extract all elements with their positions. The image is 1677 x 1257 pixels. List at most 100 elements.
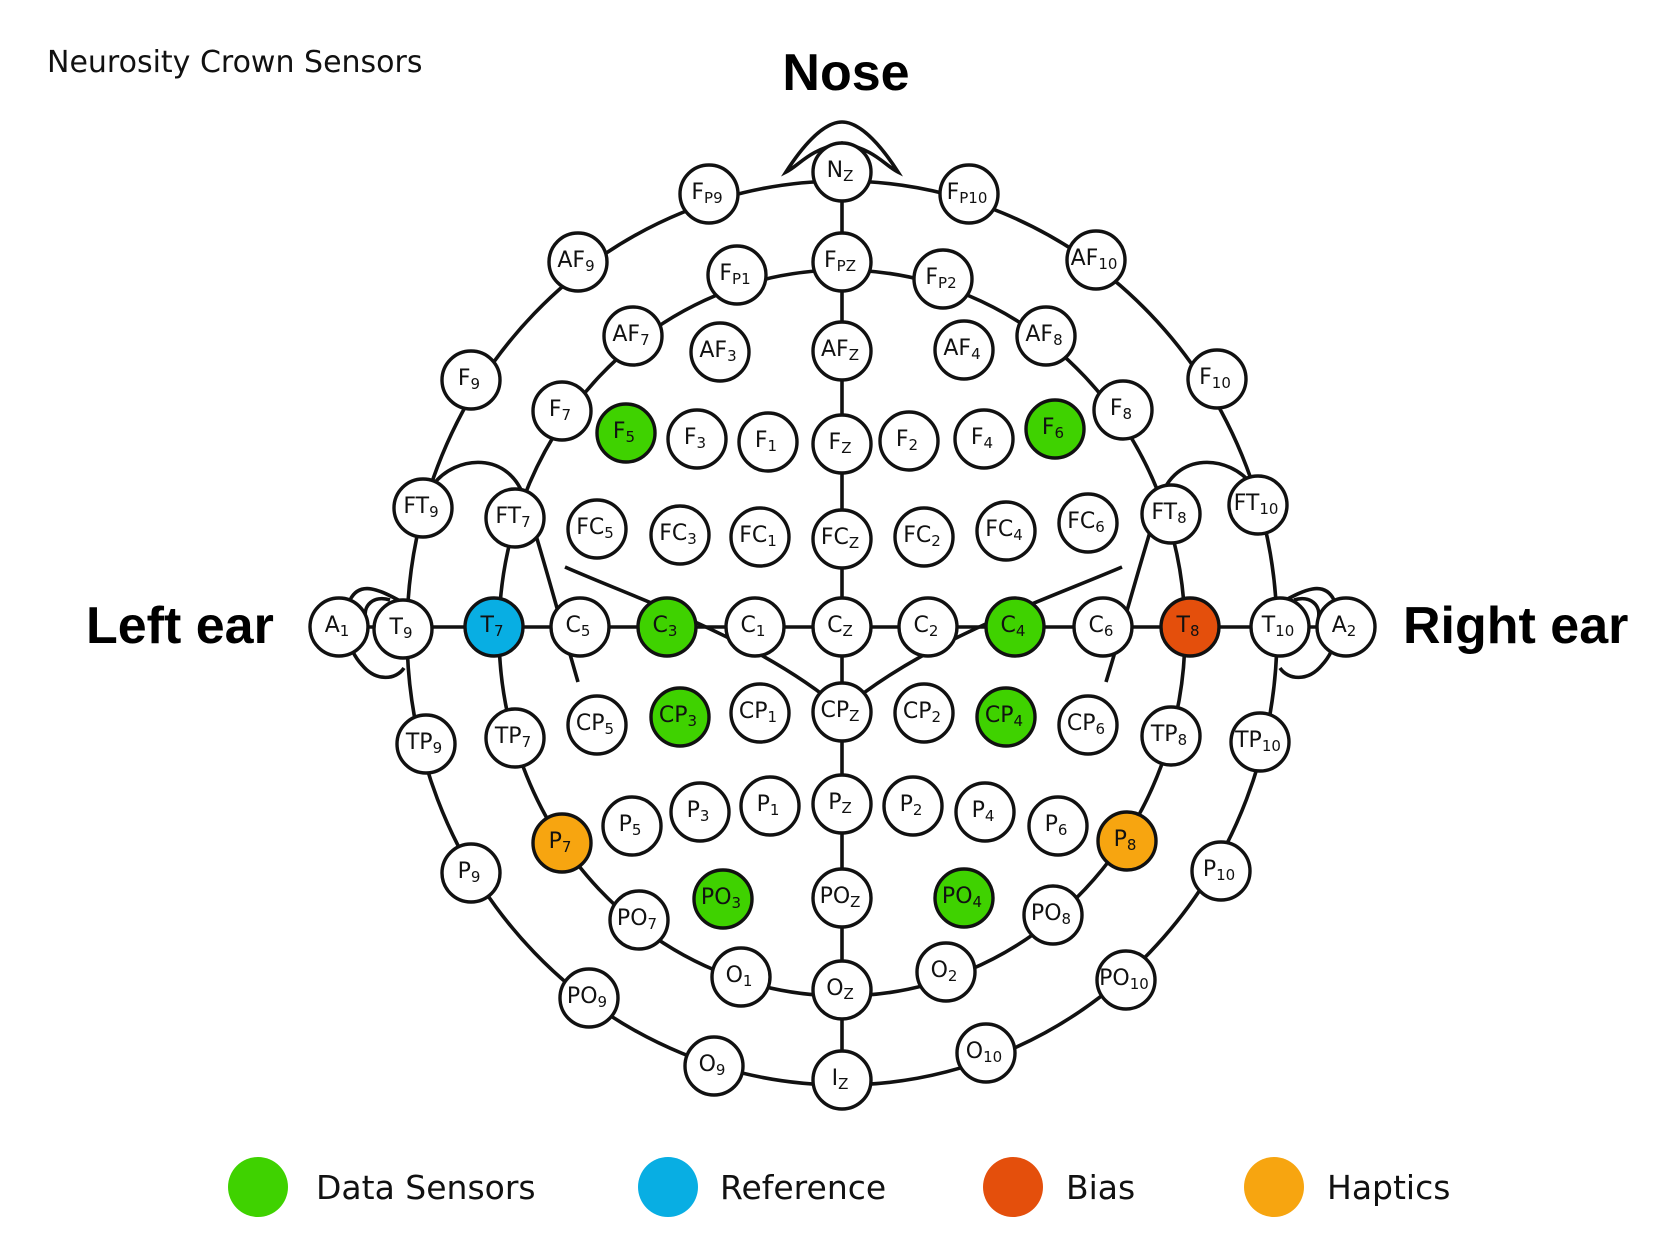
electrode-label: F10 <box>1199 365 1231 393</box>
electrode-circle <box>440 349 502 411</box>
electrode-circle <box>1072 596 1134 658</box>
electrode-fp9: FP9 <box>678 163 740 225</box>
electrode-circle <box>811 681 873 743</box>
electrode-circle <box>811 141 873 203</box>
electrode-label: C4 <box>1001 613 1026 641</box>
electrode-cp1: CP1 <box>729 682 791 744</box>
electrode-circle <box>737 411 799 473</box>
electrode-label: P8 <box>1114 827 1137 855</box>
electrode-c1: C1 <box>724 596 786 658</box>
electrode-af9: AF9 <box>547 231 609 293</box>
electrode-label: T7 <box>480 613 504 641</box>
electrode-label: CP1 <box>739 699 777 727</box>
electrode-fc6: FC6 <box>1057 492 1119 554</box>
legend-label-bias: Bias <box>1066 1168 1135 1207</box>
electrode-circle <box>1065 229 1127 291</box>
electrode-circle <box>1022 884 1084 946</box>
electrode-circle <box>392 477 454 539</box>
electrode-circle <box>484 487 546 549</box>
electrode-label: CP3 <box>659 703 697 731</box>
electrode-po9: PO9 <box>558 967 620 1029</box>
electrode-label: FC3 <box>659 521 697 549</box>
electrode-fp10: FP10 <box>938 163 1000 225</box>
electrode-circle <box>1249 596 1311 658</box>
left-diagonal <box>564 565 844 712</box>
electrode-af7: AF7 <box>602 305 664 367</box>
electrode-p6: P6 <box>1027 795 1089 857</box>
electrode-p3: P3 <box>669 781 731 843</box>
electrode-circle <box>811 508 873 570</box>
diagram-title: Neurosity Crown Sensors <box>47 45 422 80</box>
electrode-label: C5 <box>566 613 591 641</box>
electrode-circle <box>308 596 370 658</box>
electrode-po7: PO7 <box>608 889 670 951</box>
electrode-circle <box>1057 694 1119 756</box>
electrode-p7: P7 <box>531 812 593 874</box>
electrode-c5: C5 <box>549 596 611 658</box>
electrode-label: O9 <box>699 1052 726 1080</box>
electrode-t9: T9 <box>372 598 434 660</box>
electrode-fp2: FP2 <box>912 248 974 310</box>
electrode-circle <box>954 781 1016 843</box>
legend-label-reference: Reference <box>720 1168 886 1207</box>
electrode-circle <box>463 596 525 658</box>
electrode-circle <box>531 380 593 442</box>
electrode-circle <box>558 967 620 1029</box>
electrode-fc2: FC2 <box>893 506 955 568</box>
electrode-cp2: CP2 <box>893 682 955 744</box>
electrode-cp5: CP5 <box>566 694 628 756</box>
electrode-layer: NZ FP9 FP10 AF9 AF10 FP1 FPZ FP2 AF7 AF3 AFZ AF4 AF8… <box>308 141 1377 1111</box>
electrode-circle <box>608 889 670 951</box>
electrode-label: CZ <box>827 613 853 641</box>
electrode-label: P1 <box>757 792 780 820</box>
electrode-circle <box>953 408 1015 470</box>
electrode-circle <box>710 946 772 1008</box>
electrode-fc4: FC4 <box>975 500 1037 562</box>
electrode-circle <box>739 775 801 837</box>
electrode-af3: AF3 <box>689 321 751 383</box>
electrode-label: P6 <box>1045 812 1068 840</box>
electrode-circle <box>689 321 751 383</box>
electrode-label: NZ <box>827 158 854 186</box>
legend: Data Sensors Reference Bias Haptics <box>228 1157 1450 1217</box>
electrode-circle <box>811 596 873 658</box>
electrode-circle <box>882 775 944 837</box>
electrode-label: F9 <box>458 366 480 394</box>
electrode-po8: PO8 <box>1022 884 1084 946</box>
electrode-circle <box>897 596 959 658</box>
electrode-circle <box>547 231 609 293</box>
legend-item-haptics: Haptics <box>1244 1157 1450 1217</box>
electrode-circle <box>678 163 740 225</box>
electrode-label: AF9 <box>557 248 594 276</box>
electrode-f6: F6 <box>1024 398 1086 460</box>
electrode-label: AF8 <box>1025 322 1062 350</box>
electrode-label: PO3 <box>701 885 741 913</box>
electrode-tp10: TP10 <box>1229 711 1291 773</box>
electrode-label: TP7 <box>494 724 531 752</box>
electrode-circle <box>706 244 768 306</box>
electrode-circle <box>1190 840 1252 902</box>
electrode-fc1: FC1 <box>729 506 791 568</box>
electrode-label: C3 <box>653 613 678 641</box>
electrode-af8: AF8 <box>1015 305 1077 367</box>
electrode-circle <box>811 1049 873 1111</box>
legend-swatch-data <box>228 1157 288 1217</box>
electrode-label: AF7 <box>612 322 649 350</box>
legend-item-data-sensors: Data Sensors <box>228 1157 536 1217</box>
electrode-ft10: FT10 <box>1227 474 1289 536</box>
electrode-label: PO4 <box>942 884 982 912</box>
electrode-pz: PZ <box>811 773 873 835</box>
electrode-label: PO8 <box>1031 901 1071 929</box>
legend-swatch-haptics <box>1244 1157 1304 1217</box>
electrode-label: T8 <box>1176 613 1200 641</box>
electrode-circle <box>602 305 664 367</box>
electrode-circle <box>595 402 657 464</box>
electrode-label: P5 <box>619 812 642 840</box>
legend-swatch-reference <box>638 1157 698 1217</box>
electrode-label: CP4 <box>985 703 1023 731</box>
electrode-label: FZ <box>829 430 852 458</box>
electrode-label: O10 <box>966 1039 1002 1067</box>
electrode-label: FC5 <box>576 515 614 543</box>
electrode-f7: F7 <box>531 380 593 442</box>
electrode-circle <box>915 941 977 1003</box>
